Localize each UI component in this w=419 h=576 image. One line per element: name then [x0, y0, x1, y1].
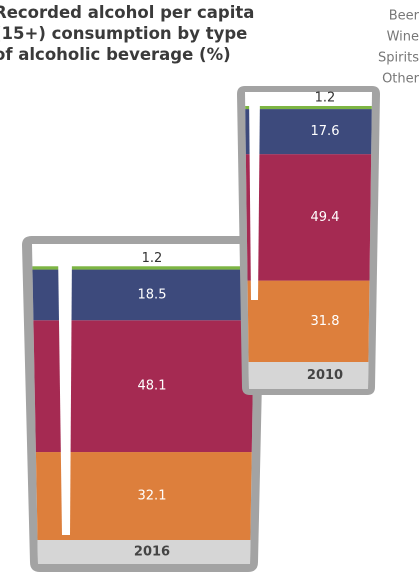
- value-label: 48.1: [138, 379, 167, 394]
- value-label: 1.2: [315, 91, 336, 106]
- value-label: 18.5: [138, 287, 167, 302]
- value-label: 31.8: [311, 314, 340, 329]
- value-label: 17.6: [311, 124, 340, 139]
- year-label: 2010: [307, 368, 343, 383]
- value-label: 1.2: [142, 251, 163, 266]
- year-label: 2016: [134, 545, 170, 560]
- legend-label: Wine: [387, 30, 419, 45]
- value-label: 32.1: [138, 489, 167, 504]
- legend-label: Beer: [389, 9, 419, 24]
- glass-content: 32.1 48.1 18.5: [22, 250, 265, 569]
- glass-content: 31.8 49.4 17.6: [235, 92, 382, 394]
- value-label: 49.4: [311, 210, 340, 225]
- chart: BeerWineSpiritsOther32.148.118.51.220163…: [0, 0, 419, 576]
- legend-label: Spirits: [378, 51, 419, 66]
- legend-label: Other: [382, 72, 419, 87]
- page: Recorded alcohol per capita (15+) consum…: [0, 0, 419, 576]
